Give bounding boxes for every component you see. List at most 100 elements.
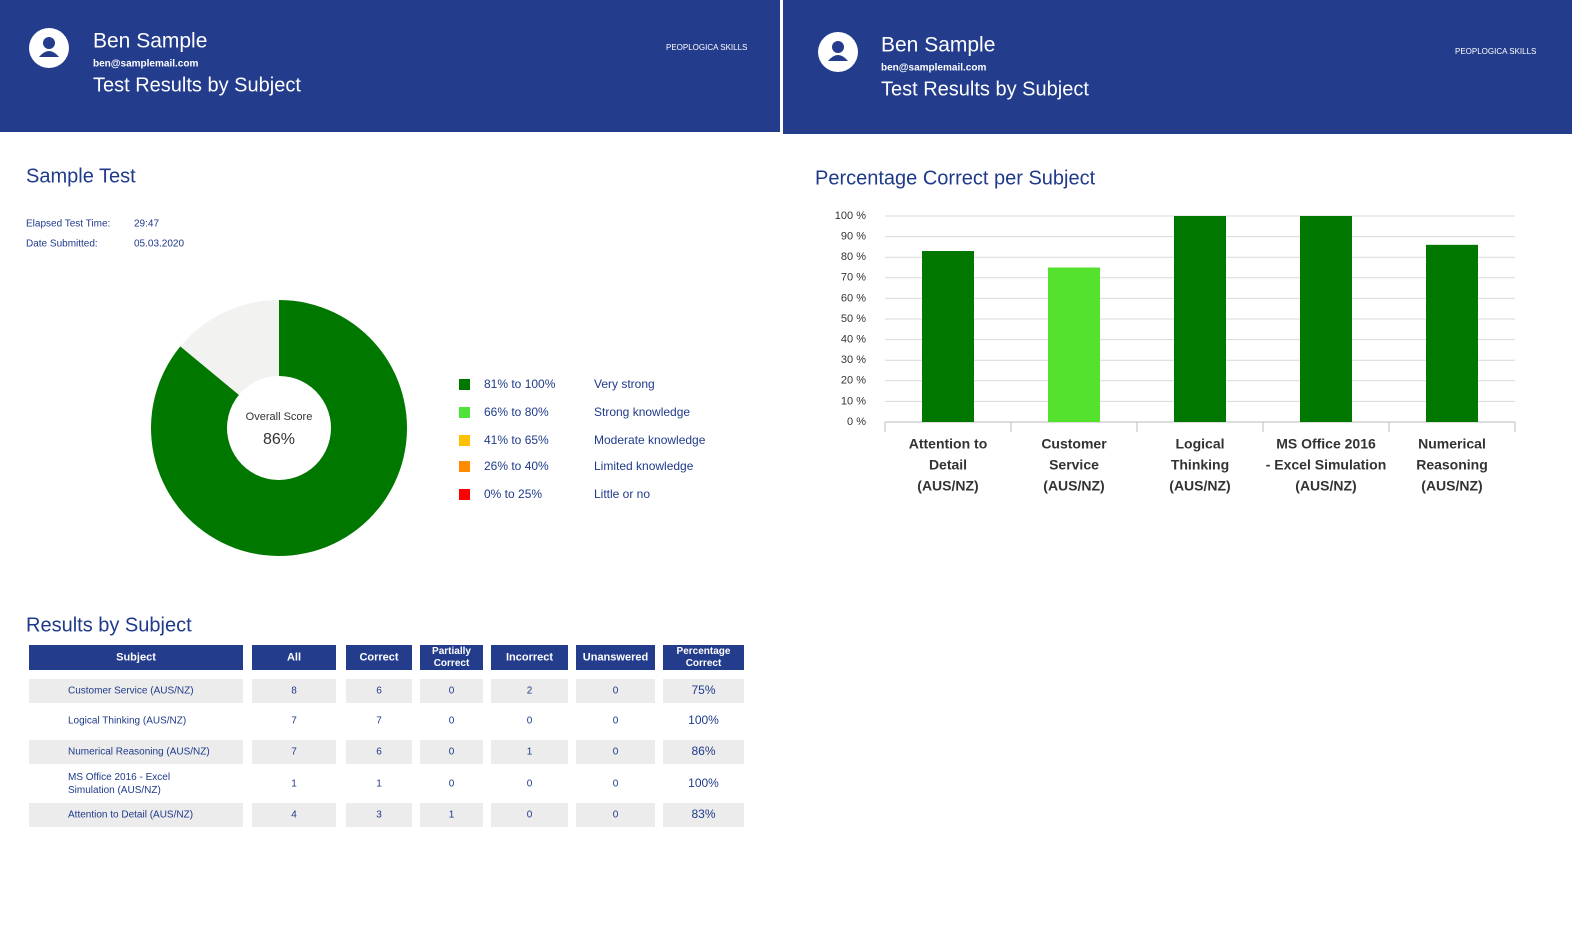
legend-range: 26% to 40%: [484, 459, 549, 473]
legend-range: 0% to 25%: [484, 487, 542, 501]
table-cell-text: 7: [376, 716, 382, 727]
bar: [1174, 216, 1226, 422]
table-cell-text: Numerical Reasoning (AUS/NZ): [68, 747, 210, 758]
x-tick-label: (AUS/NZ): [1169, 478, 1230, 494]
x-tick-label: (AUS/NZ): [1295, 478, 1356, 494]
user-name: Ben Sample: [93, 30, 207, 53]
y-tick-label: 100 %: [835, 210, 866, 222]
legend-range: 81% to 100%: [484, 377, 556, 391]
table-cell: [491, 740, 568, 764]
legend-description: Little or no: [594, 487, 650, 501]
avatar-body: [828, 55, 848, 61]
legend-swatch: [459, 407, 470, 418]
header-bar: [0, 0, 780, 132]
logo: PEOPLOGICA SKILLS: [1455, 47, 1536, 56]
x-tick-label: - Excel Simulation: [1266, 457, 1387, 473]
donut-slice: [150, 300, 407, 556]
header-bar: [783, 0, 1572, 134]
table-cell: [420, 803, 483, 827]
table-cell-text: 0: [527, 716, 533, 727]
chart-title: Percentage Correct per Subject: [815, 167, 1096, 189]
table-cell-text: 100%: [688, 713, 719, 727]
avatar-head: [832, 41, 844, 53]
table-cell: [576, 803, 655, 827]
section-title: Results by Subject: [26, 614, 192, 636]
x-tick-label: Reasoning: [1416, 457, 1488, 473]
table-cell: [252, 803, 336, 827]
x-tick-label: Service: [1049, 457, 1099, 473]
legend-swatch: [459, 435, 470, 446]
table-cell-text: Customer Service (AUS/NZ): [68, 686, 194, 697]
table-cell: [252, 679, 336, 703]
table-cell-text: 1: [449, 810, 455, 821]
table-cell: [420, 740, 483, 764]
legend-description: Limited knowledge: [594, 459, 694, 473]
table-header-text: Correct: [686, 658, 722, 669]
bar: [922, 251, 974, 422]
table-cell: [576, 679, 655, 703]
user-email: ben@samplemail.com: [93, 59, 198, 70]
x-tick-label: Thinking: [1171, 457, 1229, 473]
table-header-text: Partially: [432, 646, 471, 657]
center-value: 86%: [263, 431, 295, 448]
legend-description: Very strong: [594, 377, 655, 391]
table-cell-text: 3: [376, 810, 382, 821]
y-tick-label: 80 %: [841, 251, 866, 263]
legend-range: 66% to 80%: [484, 405, 549, 419]
table-cell-text: 1: [376, 779, 382, 790]
y-tick-label: 70 %: [841, 272, 866, 284]
table-cell: [346, 679, 412, 703]
table-cell: [29, 679, 243, 703]
bar: [1426, 244, 1478, 422]
report-subtitle: Test Results by Subject: [93, 74, 301, 96]
table-cell-text: 0: [449, 686, 455, 697]
table-cell: [29, 803, 243, 827]
y-tick-label: 40 %: [841, 334, 866, 346]
x-tick-label: (AUS/NZ): [1421, 478, 1482, 494]
table-cell: [663, 740, 744, 764]
table-cell-text: 75%: [691, 683, 715, 697]
x-tick-label: MS Office 2016: [1276, 436, 1376, 452]
report-subtitle: Test Results by Subject: [881, 78, 1089, 100]
table-cell-text: 0: [613, 686, 619, 697]
field-value: 29:47: [134, 219, 159, 230]
x-tick-label: Customer: [1041, 436, 1107, 452]
table-cell: [29, 740, 243, 764]
table-cell-text: 6: [376, 747, 382, 758]
table-cell-text: 100%: [688, 776, 719, 790]
table-cell-text: 4: [291, 810, 297, 821]
table-cell-text: 83%: [691, 807, 715, 821]
user-name: Ben Sample: [881, 34, 995, 57]
table-cell-text: 0: [527, 810, 533, 821]
table-header-text: Unanswered: [583, 651, 648, 663]
field-label: Date Submitted:: [26, 239, 98, 250]
table-cell-text: 1: [527, 747, 533, 758]
table-cell: [420, 679, 483, 703]
x-tick-label: (AUS/NZ): [1043, 478, 1104, 494]
bar: [1300, 216, 1352, 422]
table-cell: [491, 679, 568, 703]
table-cell: [663, 803, 744, 827]
legend-swatch: [459, 489, 470, 500]
x-tick-label: Numerical: [1418, 436, 1486, 452]
table-header-text: All: [287, 651, 301, 663]
x-tick-label: Detail: [929, 457, 967, 473]
logo: PEOPLOGICA SKILLS: [666, 43, 747, 52]
table-cell-text: 0: [449, 716, 455, 727]
table-cell-text: MS Office 2016 - Excel: [68, 772, 170, 783]
table-cell-text: 0: [613, 716, 619, 727]
table-header-text: Percentage: [677, 646, 731, 657]
table-cell-text: 0: [613, 779, 619, 790]
user-email: ben@samplemail.com: [881, 63, 986, 74]
table-header-cell: [576, 645, 655, 670]
y-tick-label: 20 %: [841, 375, 866, 387]
table-cell-text: 1: [291, 779, 297, 790]
x-tick-label: Logical: [1175, 436, 1224, 452]
table-header-cell: [252, 645, 336, 670]
legend-swatch: [459, 379, 470, 390]
table-header-cell: [346, 645, 412, 670]
table-header-text: Incorrect: [506, 651, 553, 663]
table-cell-text: 0: [449, 779, 455, 790]
table-cell-text: 86%: [691, 744, 715, 758]
